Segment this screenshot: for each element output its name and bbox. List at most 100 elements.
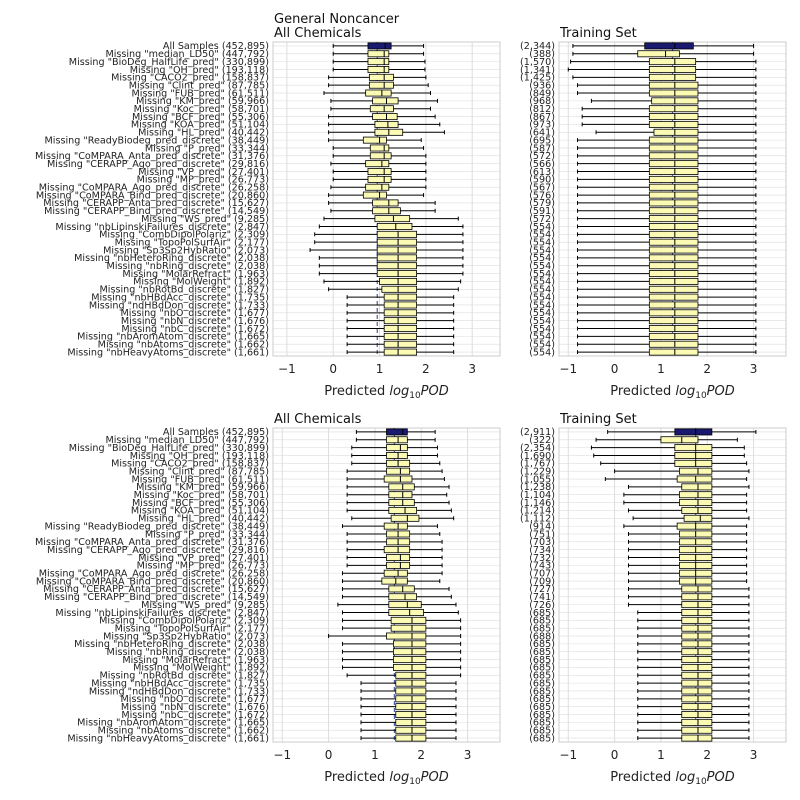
category-label: (751)	[529, 529, 555, 540]
category-label: Missing "ReadyBiodeg_pred_discrete" (38,…	[45, 135, 269, 146]
box	[681, 616, 713, 624]
box	[386, 554, 411, 561]
category-label: (849)	[529, 88, 555, 99]
category-label: (867)	[529, 112, 555, 123]
box	[383, 522, 408, 530]
category-label: Missing "Clint_pred" (87,785)	[129, 466, 269, 477]
category-label: (741)	[529, 592, 555, 603]
category-label: Missing "nbN_discrete" (1,676)	[121, 702, 269, 713]
box	[388, 593, 418, 601]
x-tick-label: 2	[703, 748, 711, 762]
category-label: (2,911)	[520, 427, 555, 438]
x-tick-label: −1	[278, 362, 296, 376]
box	[368, 73, 394, 81]
box	[674, 444, 713, 452]
category-label: (613)	[529, 167, 555, 178]
box	[386, 436, 408, 444]
category-label: Missing "nbN_discrete" (1,676)	[121, 316, 269, 327]
box	[393, 656, 427, 664]
category-label: All Samples (452,895)	[163, 427, 269, 438]
box	[648, 230, 699, 238]
category-label: (685)	[529, 655, 555, 666]
box	[648, 175, 699, 183]
box	[648, 277, 699, 285]
category-label: Missing "nbHBdAcc_discrete" (1,735)	[91, 292, 269, 303]
box	[648, 340, 699, 348]
box	[372, 207, 401, 215]
box	[676, 522, 713, 530]
category-label: Missing "KM_pred" (59,966)	[136, 96, 269, 107]
category-label: (572)	[529, 151, 555, 162]
box	[648, 199, 699, 207]
x-tick-label: 3	[750, 362, 758, 376]
category-label: Missing "HL_pred" (40,442)	[138, 128, 269, 139]
category-label: (1,570)	[520, 57, 555, 68]
box	[648, 238, 699, 246]
box	[369, 144, 390, 152]
category-label: (709)	[529, 576, 555, 587]
x-tick-label: 1	[371, 748, 379, 762]
box	[386, 561, 411, 569]
category-label: Missing "MolarRefract" (1,963)	[122, 655, 269, 666]
box	[648, 317, 699, 325]
category-label: (703)	[529, 537, 555, 548]
box	[395, 695, 427, 703]
plot-frame	[272, 41, 501, 357]
category-label: (554)	[529, 300, 555, 311]
box	[395, 726, 427, 734]
box	[395, 679, 427, 687]
category-label: Missing "HL_pred" (40,442)	[138, 514, 269, 525]
category-label: (685)	[529, 718, 555, 729]
box	[681, 718, 713, 726]
box	[648, 113, 699, 121]
category-label: (2,354)	[520, 443, 555, 454]
x-axis-label: Predicted log10POD	[324, 384, 449, 401]
box	[681, 624, 713, 632]
box	[648, 254, 699, 262]
box	[648, 144, 699, 152]
category-label: (554)	[529, 332, 555, 343]
box	[395, 734, 427, 742]
category-label: Missing "FUB_pred" (61,511)	[132, 88, 270, 99]
box	[376, 262, 418, 270]
category-label: (1,767)	[520, 459, 555, 470]
category-label: (1,690)	[520, 451, 555, 462]
category-label: (576)	[529, 190, 555, 201]
box	[365, 183, 390, 191]
category-label: (936)	[529, 80, 555, 91]
box	[681, 506, 713, 514]
box	[653, 128, 699, 136]
category-label: (1,425)	[520, 73, 555, 84]
category-label: (685)	[529, 623, 555, 634]
box	[393, 640, 427, 648]
box	[388, 483, 415, 491]
box	[367, 42, 392, 50]
box	[383, 340, 418, 348]
category-label: Missing "CACO2_pred" (158,837)	[111, 73, 269, 84]
category-label: Missing "nbC_discrete" (1,672)	[121, 324, 269, 335]
box	[393, 648, 427, 656]
panel-tl-subtitle: All Chemicals	[274, 26, 362, 41]
box	[681, 585, 713, 593]
box	[681, 711, 713, 718]
box	[388, 506, 418, 514]
category-label: Missing "MP_pred" (26,773)	[137, 175, 269, 186]
category-label: Missing "P_pred" (33,344)	[145, 529, 269, 540]
box	[367, 168, 392, 175]
category-label: (685)	[529, 671, 555, 682]
box	[648, 348, 699, 356]
box	[376, 246, 418, 254]
box	[681, 632, 713, 640]
box	[676, 475, 713, 483]
box	[681, 687, 713, 695]
category-label: Missing "nbHBdAcc_discrete" (1,735)	[91, 678, 269, 689]
plot-frame	[272, 427, 501, 743]
category-label: Missing "CoMPARA_Ago_pred_discrete" (26,…	[39, 569, 269, 580]
panel-tl-title: General Noncancer	[274, 12, 400, 27]
box	[648, 160, 699, 168]
box	[648, 285, 699, 293]
category-label: Missing "ndHBdDon_discrete" (1,733)	[89, 300, 269, 311]
box	[386, 444, 408, 452]
category-label: Missing "CERAPP_Ago_pred_discrete" (29,8…	[47, 545, 269, 556]
